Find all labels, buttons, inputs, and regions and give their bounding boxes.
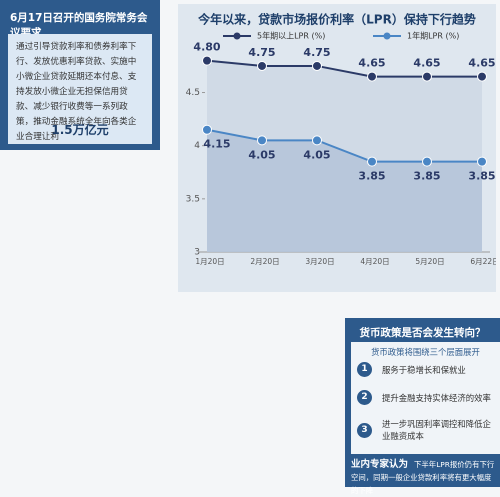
series-line (206, 128, 482, 163)
amount: 1.5万亿元 (51, 123, 109, 137)
expert-label: 业内专家认为 (351, 459, 409, 470)
series-line (206, 59, 482, 78)
legend-label: 5年期以上LPR (%) (257, 31, 325, 41)
expert-note: 业内专家认为 下半年LPR报价仍有下行空间，同期一般企业贷款利率将有更大幅度的下降 (351, 458, 498, 497)
item-num: 3 (357, 422, 372, 438)
area (207, 129, 482, 252)
legend-label: 1年期LPR (%) (407, 31, 459, 41)
policy-panel: 6月17日召开的国务院常务会议要求 通过引导贷款利率和债券利率下行、发放优惠利率… (0, 0, 160, 150)
value-label: 3.85 (358, 170, 385, 183)
y-tick-label: 4.5 (186, 88, 200, 98)
item: 1 服务于稳增长和保就业 (357, 362, 496, 377)
point (202, 124, 212, 135)
point (312, 135, 322, 146)
point (202, 55, 212, 66)
x-tick-label: 3月20日 (305, 257, 334, 266)
x-tick-label: 4月20日 (360, 257, 389, 266)
item-text: 服务于稳增长和保就业 (382, 364, 466, 375)
legend-marker (233, 32, 241, 40)
panel-body: 通过引导贷款利率和债券利率下行、发放优惠利率贷款、实施中小微企业贷款延期还本付息… (8, 34, 152, 144)
point (257, 60, 267, 71)
item: 2 提升金融支持实体经济的效率 (357, 390, 496, 405)
point (422, 71, 432, 82)
item: 3 进一步巩固利率调控和降低企业融资成本 (357, 418, 496, 442)
x-tick-label: 5月20日 (415, 257, 444, 266)
value-label: 4.65 (358, 57, 385, 70)
value-label: 3.85 (468, 170, 495, 183)
subtitle: 货币政策将围绕三个层面展开 (371, 347, 480, 357)
item-text: 提升金融支持实体经济的效率 (382, 392, 491, 403)
value-label: 4.75 (248, 46, 275, 59)
value-label: 4.65 (468, 57, 495, 70)
x-tick-label: 6月22日 (470, 257, 496, 266)
value-label: 4.65 (413, 57, 440, 70)
point (477, 71, 487, 82)
value-label: 4.05 (303, 148, 330, 161)
policy-outlook-panel: 货币政策是否会发生转向？ 货币政策将围绕三个层面展开 1 服务于稳增长和保就业 2… (345, 318, 500, 495)
point (257, 135, 267, 146)
item-num: 1 (357, 362, 372, 377)
item-num: 2 (357, 390, 372, 405)
chart: 今年以来，贷款市场报价利率（LPR）保持下行趋势 5年期以上LPR (%) 1年期… (178, 4, 496, 292)
y-tick-label: 3 (194, 248, 200, 258)
legend-marker (383, 32, 391, 40)
x-tick-label: 2月20日 (250, 257, 279, 266)
x-tick-label: 1月20日 (195, 257, 224, 266)
point (477, 156, 487, 167)
value-label: 3.85 (413, 170, 440, 183)
point (367, 71, 377, 82)
point (422, 156, 432, 167)
panel-text: 通过引导贷款利率和债券利率下行、发放优惠利率贷款、实施中小微企业贷款延期还本付息… (16, 42, 137, 142)
y-tick-label: 3.5 (186, 194, 200, 204)
y-tick-label: 4 (194, 141, 200, 151)
chart-title: 今年以来，贷款市场报价利率（LPR）保持下行趋势 (197, 12, 476, 27)
point (367, 156, 377, 167)
outlook-body: 货币政策将围绕三个层面展开 1 服务于稳增长和保就业 2 提升金融支持实体经济的效率… (351, 342, 500, 454)
value-label: 4.80 (193, 41, 220, 54)
question: 货币政策是否会发生转向？ (359, 327, 486, 339)
item-text: 进一步巩固利率调控和降低企业融资成本 (382, 419, 491, 441)
value-label: 4.05 (248, 148, 275, 161)
value-label: 4.15 (203, 138, 230, 151)
value-label: 4.75 (303, 46, 330, 59)
point (312, 60, 322, 71)
